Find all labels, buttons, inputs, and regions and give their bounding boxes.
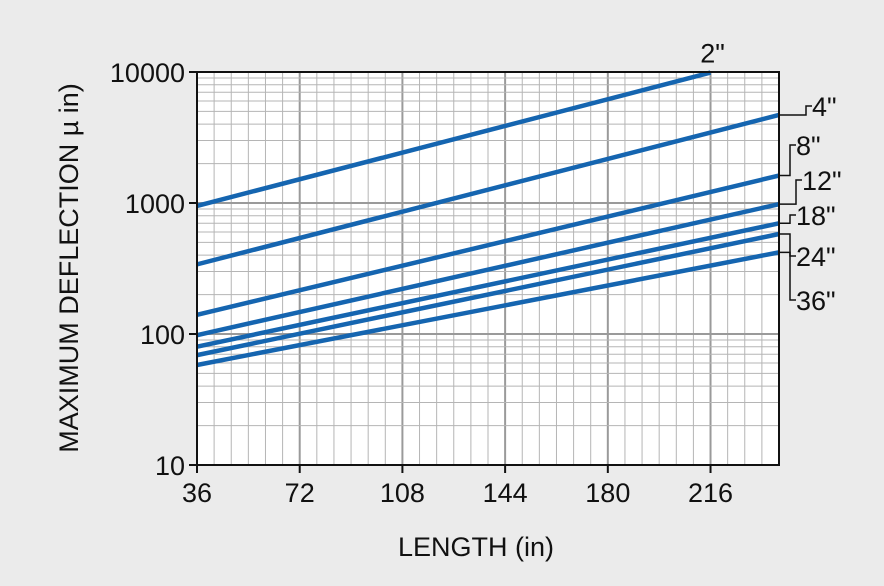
series-label-5: 24" (796, 242, 836, 272)
series-line-4 (196, 221, 780, 349)
series-line-5 (196, 231, 780, 358)
x-tick-label: 216 (688, 478, 733, 508)
x-axis-title: LENGTH (in) (398, 532, 554, 562)
y-tick-label: 10 (155, 451, 185, 481)
series-label-3: 12" (802, 166, 842, 196)
series-label-4: 18" (796, 201, 836, 231)
y-tick-label: 100 (140, 320, 185, 350)
x-tick-label: 72 (285, 478, 315, 508)
y-axis-title: MAXIMUM DEFLECTION µ in) (54, 83, 84, 453)
plot-frame (196, 71, 780, 466)
x-tick-label: 144 (483, 478, 528, 508)
series-leader-line (779, 233, 796, 257)
series-leader-line (779, 105, 812, 116)
x-tick-label: 108 (380, 478, 425, 508)
series-line-3 (196, 201, 780, 338)
series-line-0 (196, 70, 712, 209)
series-lines (196, 70, 780, 368)
series-label-1: 4" (812, 92, 837, 122)
series-leader-line (779, 251, 796, 301)
series-leader-line (779, 179, 802, 205)
series-line-1 (196, 112, 780, 267)
series-leader-line (779, 144, 796, 177)
x-tick-label: 180 (585, 478, 630, 508)
x-tick-label: 36 (182, 478, 212, 508)
y-tick-label: 10000 (110, 58, 185, 88)
series-labels: 2" 4" 8" 12" 18" 24" 36" (700, 39, 841, 316)
series-line-2 (196, 173, 780, 318)
series-label-6: 36" (796, 286, 836, 316)
y-tick-label: 1000 (125, 189, 185, 219)
series-line-6 (196, 250, 780, 368)
axis-ticks: 36 72 108 144 180 216 10 100 1000 10000 (110, 58, 733, 508)
series-leader-line (779, 214, 796, 225)
series-label-2: 8" (796, 131, 821, 161)
series-label-0: 2" (700, 39, 725, 69)
